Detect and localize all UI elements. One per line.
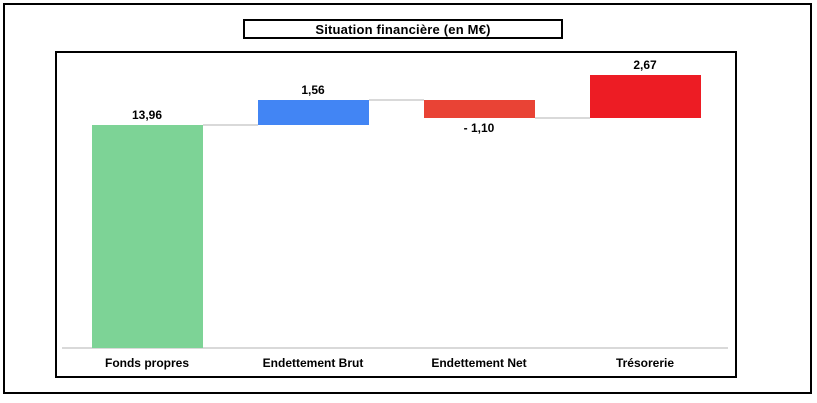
x-axis-line [62, 347, 728, 349]
connector-line [202, 124, 258, 127]
bar-tresorerie [589, 75, 701, 118]
category-label-fonds-propres: Fonds propres [104, 356, 189, 370]
category-label-endettement-brut: Endettement Brut [262, 356, 364, 370]
bar-endettement-net [423, 100, 535, 118]
category-label-endettement-net: Endettement Net [431, 356, 527, 370]
chart-title-box: Situation financière (en M€) [243, 19, 563, 39]
value-label-endettement-brut: 1,56 [301, 83, 325, 98]
value-label-tresorerie: 2,67 [633, 58, 657, 73]
connector-line [368, 99, 424, 102]
bar-endettement-brut [257, 100, 369, 126]
bar-fonds-propres [91, 125, 203, 348]
value-label-endettement-net: - 1,10 [463, 120, 495, 135]
value-label-fonds-propres: 13,96 [131, 108, 163, 123]
chart-title: Situation financière (en M€) [315, 21, 491, 37]
connector-line [534, 116, 590, 119]
category-label-tresorerie: Trésorerie [615, 356, 675, 370]
